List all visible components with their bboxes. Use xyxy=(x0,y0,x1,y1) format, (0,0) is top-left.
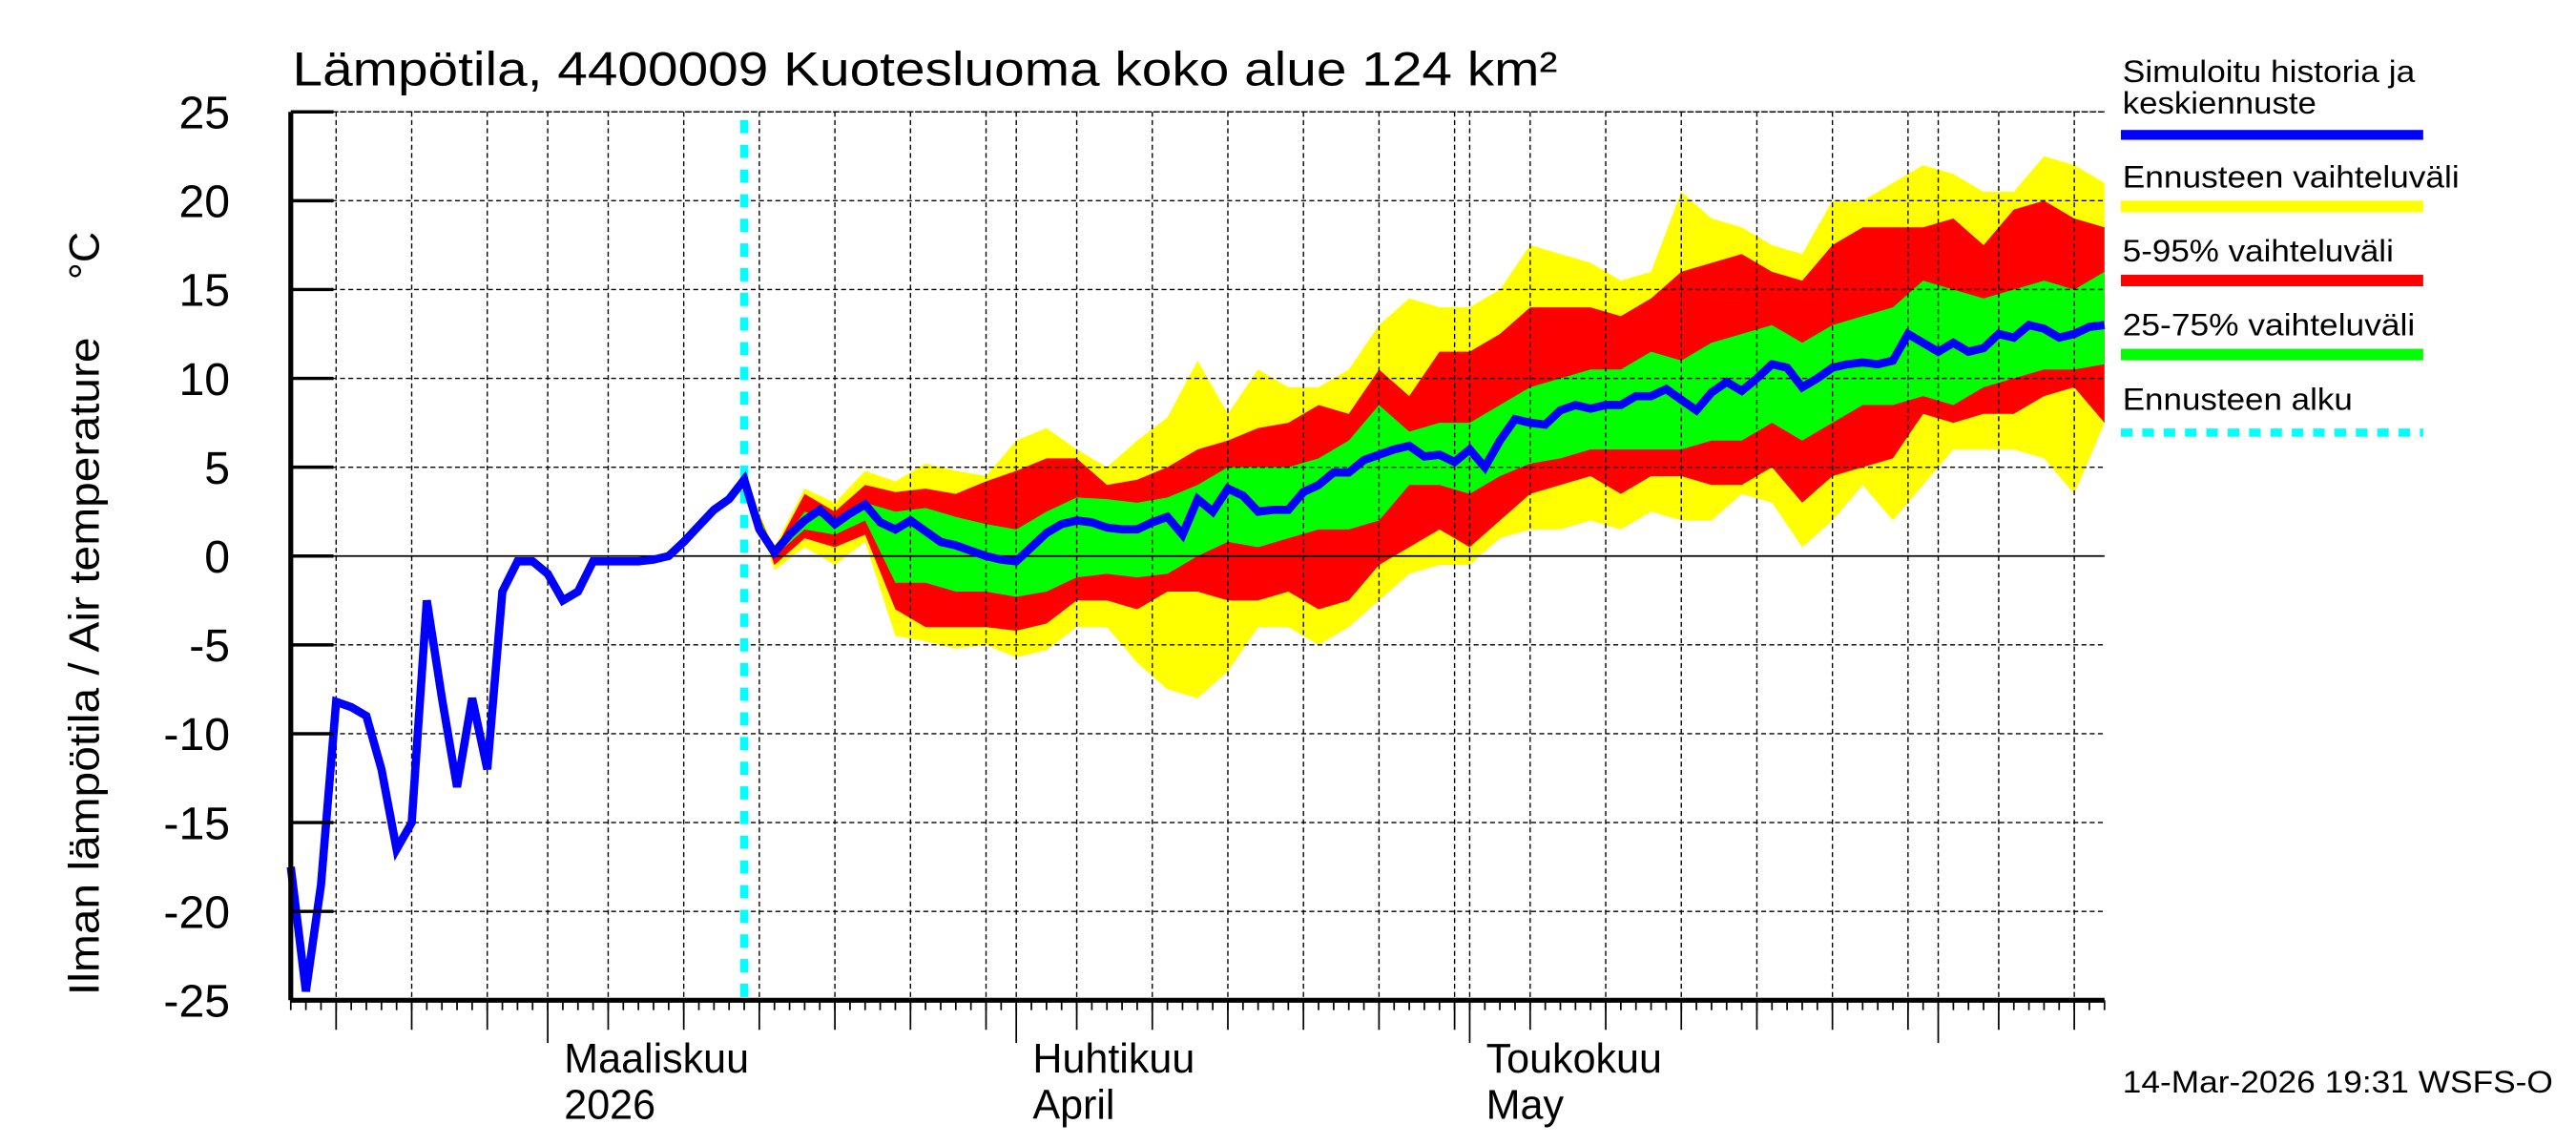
legend-mean-swatch xyxy=(2121,130,2423,140)
grid xyxy=(290,111,2105,1001)
legend-mean-label-1: Simuloitu historia ja xyxy=(2123,53,2416,89)
y-tick-label: 10 xyxy=(178,354,230,406)
y-tick-label: 0 xyxy=(204,531,230,583)
x-tick-label-sub: April xyxy=(1032,1082,1114,1128)
legend-range-label: Ennusteen vaihteluväli xyxy=(2123,159,2460,195)
forecast-bands xyxy=(744,156,2105,698)
y-axis-label: Ilman lämpötila / Air temperature xyxy=(60,337,108,995)
legend-forecast-start-label: Ennusteen alku xyxy=(2123,381,2353,416)
y-tick-label: -15 xyxy=(163,798,230,849)
legend-p5-95-swatch xyxy=(2121,274,2423,286)
legend-p25-75-label: 25-75% vaihteluväli xyxy=(2123,307,2416,343)
mean-line xyxy=(286,320,2106,992)
y-tick-label: -25 xyxy=(163,975,230,1027)
legend-range-swatch xyxy=(2121,200,2423,213)
x-tick-label-month: Toukokuu xyxy=(1486,1036,1662,1082)
footer-timestamp: 14-Mar-2026 19:31 WSFS-O xyxy=(2123,1064,2553,1099)
y-tick-label: 5 xyxy=(204,443,230,494)
legend-p25-75-swatch xyxy=(2121,348,2423,361)
x-tick-label-month: Huhtikuu xyxy=(1032,1036,1195,1082)
x-tick-label-month: Maaliskuu xyxy=(564,1036,749,1082)
y-tick-label: 20 xyxy=(178,177,230,228)
y-tick-labels: -25 -20 -15 -10 -5 0 5 10 15 20 25 xyxy=(163,87,230,1027)
legend-p5-95-label: 5-95% vaihteluväli xyxy=(2123,233,2394,268)
legend-mean-label-2: keskiennuste xyxy=(2123,85,2316,120)
legend: Simuloitu historia ja keskiennuste Ennus… xyxy=(2121,53,2460,437)
band-25-75 xyxy=(744,271,2105,597)
y-axis-unit: °C xyxy=(60,232,108,280)
y-tick-label: -20 xyxy=(163,886,230,938)
axes xyxy=(288,110,2106,1044)
chart-title: Lämpötila, 4400009 Kuotesluoma koko alue… xyxy=(293,43,1558,96)
y-tick-label: -10 xyxy=(163,709,230,760)
y-tick-label: 15 xyxy=(178,265,230,317)
y-tick-label: -5 xyxy=(189,620,230,672)
mean-series xyxy=(286,320,2106,992)
x-tick-label-sub: May xyxy=(1486,1082,1565,1128)
y-tick-label: 25 xyxy=(178,87,230,138)
x-tick-label-sub: 2026 xyxy=(564,1082,655,1128)
